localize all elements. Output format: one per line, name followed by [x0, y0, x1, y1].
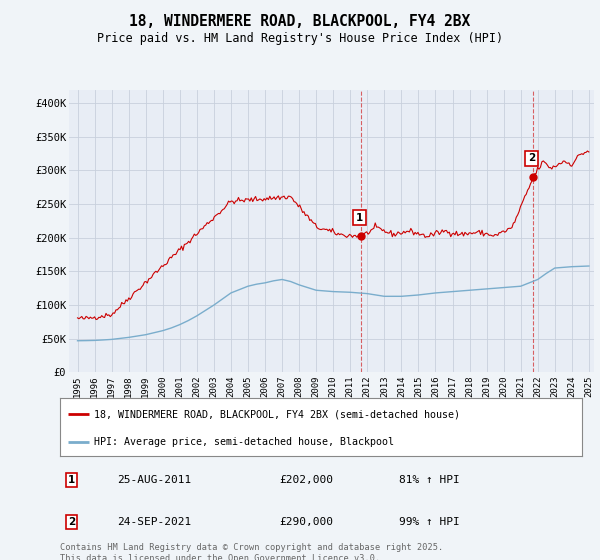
Text: 25-AUG-2011: 25-AUG-2011	[118, 475, 191, 485]
Text: 1: 1	[68, 475, 75, 485]
Text: 99% ↑ HPI: 99% ↑ HPI	[400, 517, 460, 527]
Text: £290,000: £290,000	[279, 517, 333, 527]
Text: 1: 1	[356, 213, 363, 222]
Text: £202,000: £202,000	[279, 475, 333, 485]
Text: 2: 2	[528, 153, 535, 164]
Text: 2: 2	[68, 517, 75, 527]
Text: 18, WINDERMERE ROAD, BLACKPOOL, FY4 2BX (semi-detached house): 18, WINDERMERE ROAD, BLACKPOOL, FY4 2BX …	[94, 409, 460, 419]
Text: 81% ↑ HPI: 81% ↑ HPI	[400, 475, 460, 485]
Text: Price paid vs. HM Land Registry's House Price Index (HPI): Price paid vs. HM Land Registry's House …	[97, 32, 503, 45]
Text: 24-SEP-2021: 24-SEP-2021	[118, 517, 191, 527]
Text: 18, WINDERMERE ROAD, BLACKPOOL, FY4 2BX: 18, WINDERMERE ROAD, BLACKPOOL, FY4 2BX	[130, 14, 470, 29]
Text: Contains HM Land Registry data © Crown copyright and database right 2025.
This d: Contains HM Land Registry data © Crown c…	[60, 543, 443, 560]
Text: HPI: Average price, semi-detached house, Blackpool: HPI: Average price, semi-detached house,…	[94, 437, 394, 447]
